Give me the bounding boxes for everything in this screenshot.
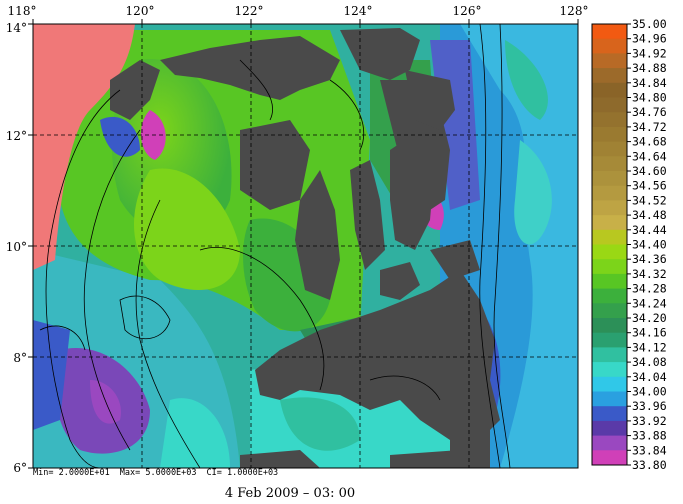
colorbar-swatch <box>592 435 627 451</box>
colorbar-label: 34.88 <box>632 61 667 75</box>
colorbar-label: 34.16 <box>632 326 667 340</box>
colorbar-label: 34.40 <box>632 238 667 252</box>
colorbar-label: 34.76 <box>632 105 667 119</box>
colorbar-swatch <box>592 288 627 304</box>
colorbar-label: 34.92 <box>632 46 667 60</box>
colorbar-swatch <box>592 200 627 216</box>
colorbar-label: 34.36 <box>632 252 667 266</box>
lon-tick-label: 122° <box>235 4 264 18</box>
colorbar-label: 34.56 <box>632 179 667 193</box>
stat-min: Min= 2.0000E+01 <box>33 468 110 478</box>
lon-tick-label: 118° <box>8 4 37 18</box>
colorbar-label: 34.00 <box>632 385 667 399</box>
colorbar-swatch <box>592 391 627 407</box>
colorbar-swatch <box>592 303 627 319</box>
colorbar-swatch <box>592 450 627 466</box>
colorbar-swatch <box>592 112 627 128</box>
colorbar-label: 34.28 <box>632 282 667 296</box>
lon-tick-label: 128° <box>560 4 589 18</box>
lat-tick-label: 12° <box>6 129 27 143</box>
bathymetry-contours <box>39 24 511 468</box>
colorbar-label: 34.04 <box>632 370 667 384</box>
colorbar-label: 34.68 <box>632 135 667 149</box>
lat-tick-label: 6° <box>13 461 27 475</box>
lon-tick-label: 120° <box>126 4 155 18</box>
colorbar-label: 33.80 <box>632 458 667 472</box>
colorbar-label: 34.84 <box>632 76 667 90</box>
colorbar-swatch <box>592 156 627 172</box>
colorbar-swatch <box>592 229 627 245</box>
colorbar-swatch <box>592 347 627 363</box>
colorbar-swatch <box>592 420 627 437</box>
colorbar-swatch <box>592 53 627 69</box>
lon-tick-label: 124° <box>344 4 373 18</box>
colorbar-label: 34.24 <box>632 296 667 310</box>
colorbar-swatch <box>592 332 627 348</box>
timestamp-label: 4 Feb 2009 – 03: 00 <box>224 486 356 501</box>
stat-max: Max= 5.0000E+03 <box>119 468 197 478</box>
colorbar-swatch <box>592 376 627 392</box>
colorbar-label: 34.08 <box>632 355 667 369</box>
colorbar-label: 34.12 <box>632 340 667 354</box>
colorbar-label: 33.88 <box>632 429 667 443</box>
colorbar-swatch <box>592 185 627 201</box>
colorbar-swatch <box>592 273 627 290</box>
colorbar-swatch <box>592 215 627 231</box>
colorbar-swatch <box>592 406 627 422</box>
colorbar-label: 34.96 <box>632 32 667 46</box>
colorbar-swatch <box>592 171 627 187</box>
colorbar-label: 34.60 <box>632 164 667 178</box>
lat-tick-label: 10° <box>6 240 27 254</box>
colorbar-label: 35.00 <box>632 17 667 31</box>
lat-tick-label: 14° <box>6 21 27 35</box>
colorbar-label: 34.52 <box>632 193 667 207</box>
colorbar-label: 33.96 <box>632 399 667 413</box>
colorbar-swatch <box>592 141 627 157</box>
contour-stats: Min= 2.0000E+01 Max= 5.0000E+03 CI= 1.0000… <box>33 468 288 478</box>
colorbar-label: 33.92 <box>632 414 667 428</box>
colorbar-swatch <box>592 362 627 378</box>
colorbar-label: 34.80 <box>632 91 667 105</box>
colorbar-label: 34.32 <box>632 267 667 281</box>
colorbar-swatch <box>592 38 627 54</box>
colorbar-swatch <box>592 24 627 40</box>
colorbar-swatch <box>592 97 627 113</box>
latitude-labels: 14° 12° 10° 8° 6° <box>6 21 27 475</box>
colorbar-label: 34.44 <box>632 223 667 237</box>
colorbar: 35.0034.9634.9234.8834.8434.8034.7634.72… <box>591 17 667 472</box>
lon-tick-label: 126° <box>453 4 482 18</box>
colorbar-label: 33.84 <box>632 443 667 457</box>
longitude-labels: 118° 120° 122° 124° 126° 128° <box>8 4 589 18</box>
colorbar-swatch <box>592 259 627 275</box>
colorbar-swatch <box>592 244 627 260</box>
graticule <box>33 24 578 468</box>
colorbar-swatch <box>592 126 627 143</box>
stat-ci: CI= 1.0000E+03 <box>206 468 279 478</box>
colorbar-swatch <box>592 68 627 84</box>
colorbar-label: 34.20 <box>632 311 667 325</box>
tick-marks <box>28 19 579 469</box>
colorbar-label: 34.48 <box>632 208 667 222</box>
colorbar-label: 34.72 <box>632 120 667 134</box>
colorbar-label: 34.64 <box>632 149 667 163</box>
lat-tick-label: 8° <box>13 351 27 365</box>
colorbar-swatch <box>592 82 627 98</box>
colorbar-swatch <box>592 318 627 334</box>
